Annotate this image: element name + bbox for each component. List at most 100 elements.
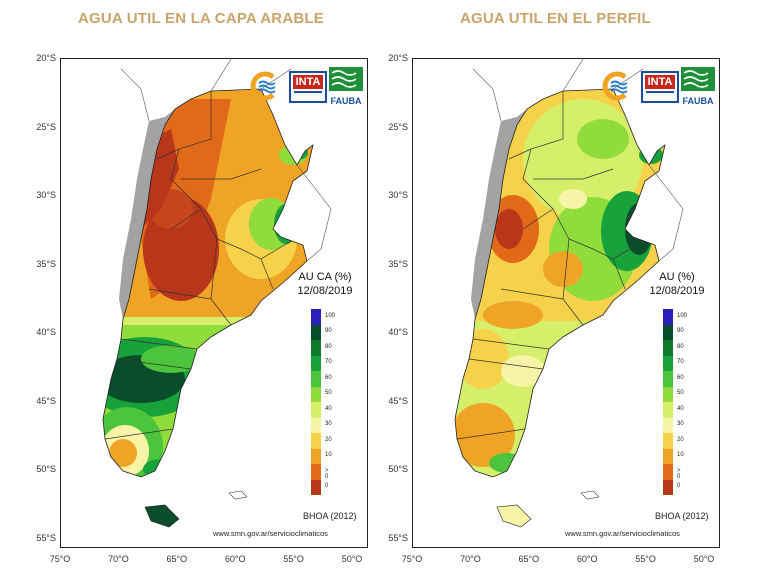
legend-level-label: 20	[677, 436, 684, 443]
fauba-logo-text: FAUBA	[330, 96, 362, 106]
longitude-label: 60°O	[224, 554, 246, 564]
legend-swatch	[663, 309, 673, 325]
legend-title: AU CA (%)	[298, 271, 352, 283]
latitude-label: 35°S	[36, 258, 56, 269]
legend-swatch	[311, 433, 321, 449]
fauba-logo-text: FAUBA	[682, 96, 714, 106]
argentina-outline	[102, 88, 314, 478]
model-label: BHOA (2012)	[303, 511, 357, 521]
legend-swatch	[663, 340, 673, 356]
smn-logo-icon	[250, 71, 276, 101]
malvinas-islands	[580, 490, 600, 500]
neighbor-borders	[120, 59, 332, 262]
legend-swatch	[311, 355, 321, 371]
latitude-label: 35°S	[388, 258, 408, 269]
legend-colorbar: 100 90 80 70 60 50 40 30 20 10 > 0 0	[663, 309, 687, 495]
longitude-label: 70°O	[108, 554, 129, 564]
inta-logo-text: INTA	[645, 75, 675, 89]
latitude-label: 55°S	[36, 532, 56, 543]
legend-level-label: 80	[677, 343, 684, 350]
legend-level-label: 0	[677, 483, 681, 490]
argentina-outline	[454, 88, 666, 478]
legend-level-label: 50	[325, 390, 332, 397]
latitude-label: 50°S	[388, 464, 408, 474]
left-map-title: AGUA UTIL EN LA CAPA ARABLE	[78, 10, 324, 27]
right-map-title: AGUA UTIL EN EL PERFIL	[460, 10, 651, 27]
longitude-label: 50°O	[693, 554, 715, 564]
legend-swatch	[311, 479, 321, 495]
fauba-leaf-icon	[329, 67, 363, 91]
legend-swatch	[663, 479, 673, 495]
legend-swatch	[663, 371, 673, 387]
latitude-label: 45°S	[388, 395, 408, 406]
legend-level-label: 100	[677, 312, 688, 319]
province-borders	[456, 91, 644, 440]
legend-swatch	[663, 464, 673, 480]
andes-gray-strip	[471, 109, 527, 319]
inta-logo: INTA	[641, 71, 679, 103]
longitude-label: 60°O	[576, 554, 598, 564]
right-soil-moisture-map	[454, 59, 684, 528]
legend-date: 12/08/2019	[649, 285, 705, 297]
legend-swatch	[311, 309, 321, 325]
latitude-label: 25°S	[388, 121, 408, 132]
longitude-label: 55°O	[283, 554, 304, 564]
legend-level-label: 80	[325, 343, 332, 350]
legend-swatch	[311, 402, 321, 418]
longitude-label: 55°O	[635, 554, 656, 564]
smn-logo-icon	[602, 71, 628, 101]
legend-swatch	[311, 417, 321, 433]
legend-swatch	[311, 464, 321, 480]
legend-swatch	[663, 386, 673, 402]
legend-level-label: 10	[325, 452, 332, 459]
right-map-panel: INTA FAUBA AU (%) 12/08/2019 100 90 80 70 60…	[412, 58, 720, 548]
longitude-label: 75°O	[49, 554, 71, 564]
legend-swatch	[663, 355, 673, 371]
latitude-label: 40°S	[36, 327, 56, 337]
legend-level-label: 70	[325, 359, 332, 366]
legend-swatch	[311, 324, 321, 340]
legend-level-label: > 0	[677, 467, 681, 480]
legend-swatch	[311, 340, 321, 356]
legend-level-label: 40	[677, 405, 684, 412]
legend-swatch	[663, 433, 673, 449]
andes-gray-strip	[119, 109, 175, 319]
neighbor-borders	[472, 59, 684, 262]
legend-level-label: 40	[325, 405, 332, 412]
longitude-label: 65°O	[166, 554, 188, 564]
legend-swatch	[311, 371, 321, 387]
legend-level-label: 100	[325, 312, 336, 319]
legend-level-label: > 0	[325, 467, 329, 480]
latitude-label: 30°S	[36, 190, 56, 200]
latitude-label: 45°S	[36, 395, 56, 406]
model-label: BHOA (2012)	[655, 511, 709, 521]
source-url: www.smn.gov.ar/servicioclimaticos	[565, 529, 680, 538]
fauba-logo: FAUBA	[681, 67, 715, 106]
legend-level-label: 60	[325, 374, 332, 381]
latitude-label: 40°S	[388, 327, 408, 337]
legend-level-label: 90	[325, 328, 332, 335]
legend-level-label: 30	[677, 421, 684, 428]
latitude-label: 20°S	[36, 53, 56, 63]
longitude-label: 65°O	[518, 554, 540, 564]
legend-level-label: 50	[677, 390, 684, 397]
legend-title: AU (%)	[659, 271, 695, 283]
longitude-label: 50°O	[341, 554, 363, 564]
left-soil-moisture-map	[102, 59, 332, 528]
latitude-label: 25°S	[36, 121, 56, 132]
latitude-label: 30°S	[388, 190, 408, 200]
legend-level-label: 10	[677, 452, 684, 459]
longitude-label: 70°O	[460, 554, 481, 564]
legend-level-label: 60	[677, 374, 684, 381]
legend-level-label: 30	[325, 421, 332, 428]
left-map-panel: INTA FAUBA AU CA (%) 12/08/2019 100 90 80 7…	[60, 58, 368, 548]
tierra-del-fuego	[144, 504, 180, 528]
tierra-del-fuego	[496, 504, 532, 528]
legend-swatch	[663, 417, 673, 433]
legend-swatch	[663, 448, 673, 464]
fauba-leaf-icon	[681, 67, 715, 91]
legend-swatch	[311, 386, 321, 402]
longitude-label: 75°O	[401, 554, 423, 564]
latitude-label: 50°S	[36, 464, 56, 474]
inta-logo-text: INTA	[293, 75, 323, 89]
